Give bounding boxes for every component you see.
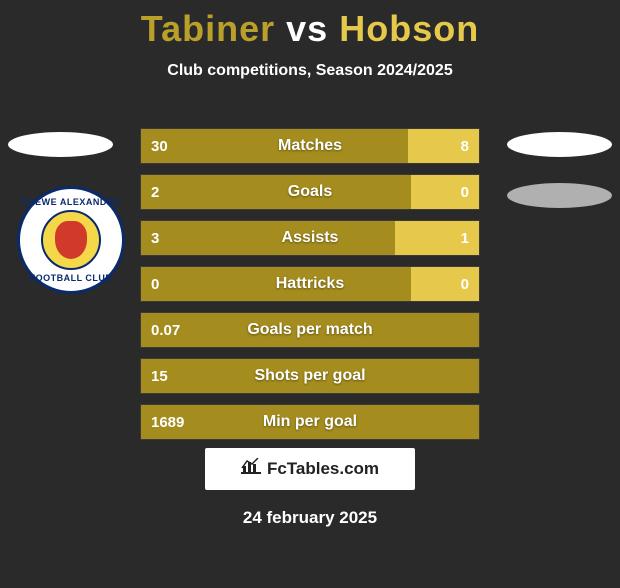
badge-inner-circle	[41, 210, 101, 270]
title-right: Hobson	[339, 8, 479, 49]
page-title: Tabiner vs Hobson	[0, 8, 620, 50]
club-left-badge: CREWE ALEXANDRA FOOTBALL CLUB	[17, 186, 125, 294]
stat-label: Shots per goal	[141, 359, 479, 393]
stat-label: Goals per match	[141, 313, 479, 347]
stat-label: Goals	[141, 175, 479, 209]
player-left-photo-placeholder	[8, 132, 113, 157]
badge-text-bot: FOOTBALL CLUB	[20, 273, 122, 283]
stat-row: 31Assists	[140, 220, 480, 256]
stat-row: 1689Min per goal	[140, 404, 480, 440]
stat-label: Hattricks	[141, 267, 479, 301]
stat-label: Assists	[141, 221, 479, 255]
player-right-photo-placeholder	[507, 132, 612, 157]
title-vs: vs	[286, 8, 328, 49]
stat-row: 0.07Goals per match	[140, 312, 480, 348]
badge-lion-icon	[55, 221, 87, 259]
stat-row: 308Matches	[140, 128, 480, 164]
stat-row: 20Goals	[140, 174, 480, 210]
source-logo: FcTables.com	[205, 448, 415, 490]
stat-row: 00Hattricks	[140, 266, 480, 302]
chart-icon	[241, 458, 261, 480]
stat-row: 15Shots per goal	[140, 358, 480, 394]
badge-text-top: CREWE ALEXANDRA	[20, 197, 122, 207]
logo-text: FcTables.com	[267, 459, 379, 479]
comparison-bars: 308Matches 20Goals 31Assists 00Hattricks 0.0…	[140, 128, 480, 450]
subtitle: Club competitions, Season 2024/2025	[0, 62, 620, 80]
title-left: Tabiner	[141, 8, 275, 49]
stat-label: Min per goal	[141, 405, 479, 439]
club-right-badge-placeholder	[507, 183, 612, 208]
date: 24 february 2025	[0, 508, 620, 528]
stat-label: Matches	[141, 129, 479, 163]
